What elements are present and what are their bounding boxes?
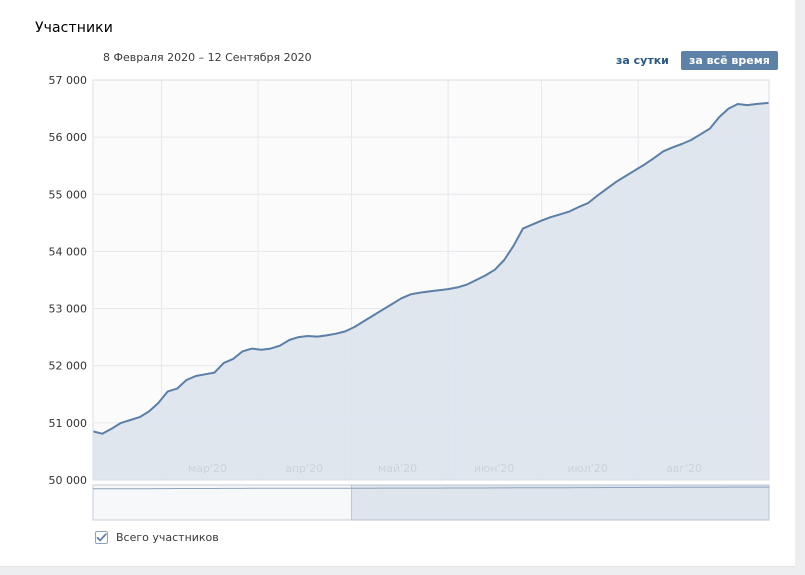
navigator-line <box>93 486 769 490</box>
plot-frame <box>92 79 770 481</box>
date-range-label: 8 Февраля 2020 – 12 Сентября 2020 <box>103 51 312 64</box>
navigator-selection[interactable] <box>351 484 770 521</box>
checkmark-icon <box>96 533 107 542</box>
y-tick-label: 50 000 <box>49 474 88 487</box>
legend-checkbox[interactable] <box>95 531 108 544</box>
y-tick-label: 57 000 <box>49 74 88 87</box>
y-tick-label: 55 000 <box>49 188 88 201</box>
page-border-bottom <box>0 567 795 575</box>
legend-label: Всего участников <box>116 531 219 544</box>
legend-item[interactable]: Всего участников <box>95 531 219 544</box>
y-tick-label: 53 000 <box>49 303 88 316</box>
per-day-button[interactable]: за сутки <box>616 54 669 67</box>
y-tick-label: 51 000 <box>49 417 88 430</box>
series-line <box>92 101 770 435</box>
page-title: Участники <box>35 20 113 36</box>
y-tick-label: 56 000 <box>49 131 88 144</box>
all-time-button[interactable]: за всё время <box>681 51 778 70</box>
divider <box>0 566 795 567</box>
y-tick-label: 54 000 <box>49 245 88 258</box>
y-tick-label: 52 000 <box>49 360 88 373</box>
page-border-right <box>795 0 805 575</box>
